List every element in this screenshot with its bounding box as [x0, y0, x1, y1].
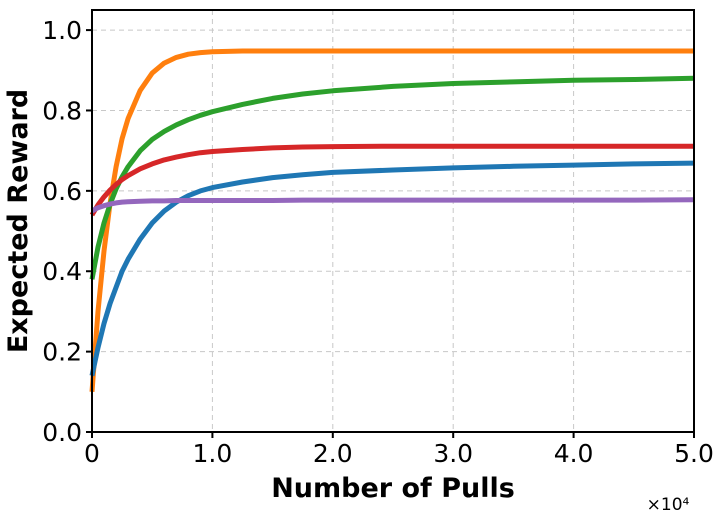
y-tick-label: 0.4 — [42, 257, 82, 286]
x-tick-label: 3.0 — [433, 439, 473, 468]
plot-frame — [91, 9, 695, 433]
series-line-4 — [89, 160, 695, 377]
y-tick-label: 0.6 — [42, 177, 82, 206]
x-tick-label: 5.0 — [674, 439, 714, 468]
series-line-5 — [90, 197, 695, 214]
x-tick-label: 0 — [84, 439, 100, 468]
series-line-1 — [89, 48, 694, 392]
y-tick-label: 0.0 — [42, 418, 82, 447]
grid — [92, 10, 694, 432]
y-tick-label: 0.8 — [42, 96, 82, 125]
series-lines — [89, 48, 695, 392]
y-tick-label: 0.2 — [42, 338, 82, 367]
x-tick-label: 1.0 — [193, 439, 233, 468]
y-tick-label: 1.0 — [42, 16, 82, 45]
x-tick-label: 2.0 — [313, 439, 353, 468]
y-axis-title: Expected Reward — [3, 89, 34, 353]
series-line-2 — [89, 75, 695, 280]
ticks: 0 1.0 2.0 3.0 4.0 5.0 0.0 0.2 0.4 0.6 0.8 1.0 — [42, 16, 714, 468]
series-line-3 — [89, 143, 694, 217]
x-axis-scale-label: ×10⁴ — [647, 495, 690, 515]
x-tick-label: 4.0 — [554, 439, 594, 468]
x-axis-title: Number of Pulls — [271, 473, 515, 504]
